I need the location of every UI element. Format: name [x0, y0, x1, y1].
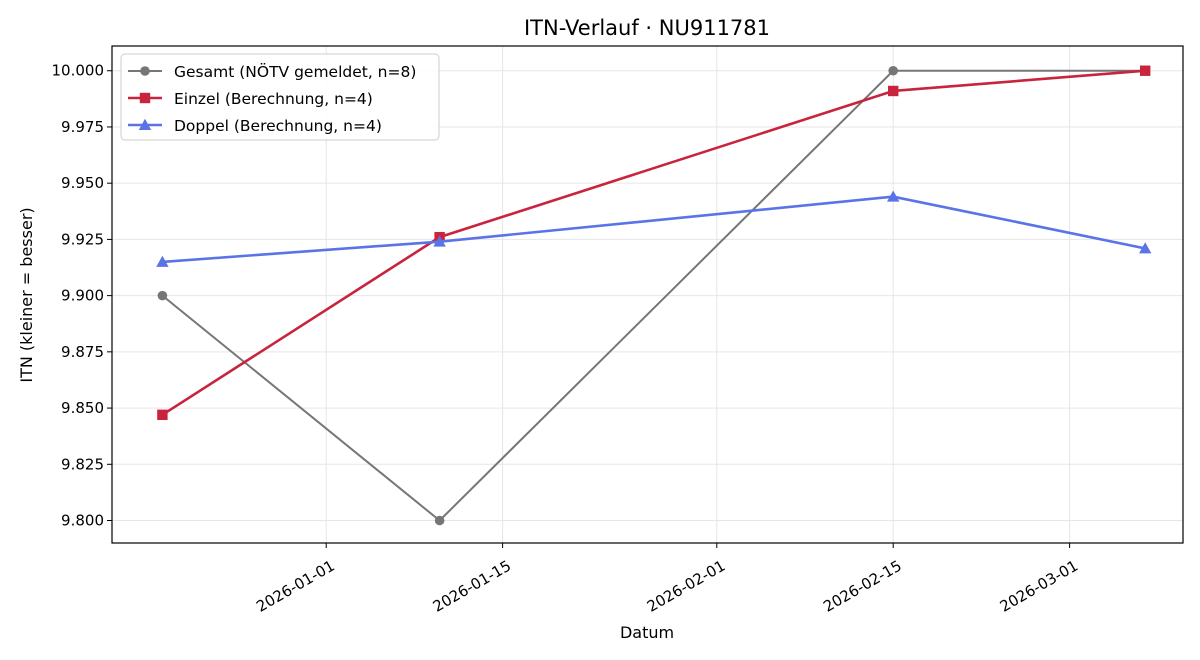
legend-label: Einzel (Berechnung, n=4) [174, 90, 373, 108]
legend-entries: Gesamt (NÖTV gemeldet, n=8) Einzel (Berec… [128, 62, 416, 135]
data-point [156, 255, 169, 267]
x-tick-label: 2026-02-01 [644, 557, 729, 616]
data-point [157, 290, 168, 301]
legend-entry: Einzel (Berechnung, n=4) [128, 90, 373, 108]
y-tick-label: 9.900 [61, 287, 104, 305]
y-tick-label: 9.975 [61, 118, 104, 136]
y-tick-label: 10.000 [52, 62, 105, 80]
legend-entry: Doppel (Berechnung, n=4) [128, 117, 382, 135]
legend-entry: Gesamt (NÖTV gemeldet, n=8) [128, 62, 416, 81]
legend-label: Doppel (Berechnung, n=4) [174, 117, 382, 135]
legend: Gesamt (NÖTV gemeldet, n=8) Einzel (Berec… [120, 53, 440, 141]
data-point [434, 515, 445, 526]
x-axis-label: Datum [620, 623, 674, 642]
legend-marker [140, 66, 150, 76]
x-tick-label: 2026-01-15 [430, 557, 515, 616]
data-point [433, 235, 446, 247]
y-tick-label: 9.850 [61, 399, 104, 417]
series-layer [156, 65, 1152, 526]
legend-marker [139, 92, 151, 104]
x-tick-label: 2026-01-01 [253, 557, 338, 616]
y-tick-label: 9.950 [61, 174, 104, 192]
series-line [162, 195, 1146, 264]
x-tick-label: 2026-02-15 [820, 557, 905, 616]
ticks-layer: 9.800 9.825 9.850 9.875 9.900 9.925 9.950 9.975… [52, 62, 1082, 616]
legend-box [120, 53, 440, 141]
y-tick-label: 9.825 [61, 455, 104, 473]
y-axis-label: ITN (kleiner = besser) [17, 207, 36, 382]
data-point [157, 409, 168, 421]
series-3 [156, 190, 1152, 267]
chart-title: ITN-Verlauf · NU911781 [524, 16, 770, 40]
data-point [888, 65, 898, 76]
data-point [887, 190, 900, 202]
grid-layer [112, 46, 1183, 543]
series-line [161, 69, 1146, 522]
data-point [888, 85, 899, 97]
series-line [161, 69, 1146, 416]
y-tick-label: 9.875 [61, 343, 104, 361]
x-tick-label: 2026-03-01 [997, 557, 1082, 616]
legend-marker [138, 118, 152, 130]
plot-frame [111, 45, 1184, 544]
data-point [1140, 65, 1151, 76]
y-tick-label: 9.800 [61, 512, 104, 530]
y-tick-label: 9.925 [61, 230, 104, 248]
legend-label: Gesamt (NÖTV gemeldet, n=8) [174, 62, 416, 81]
data-point [1139, 242, 1152, 254]
